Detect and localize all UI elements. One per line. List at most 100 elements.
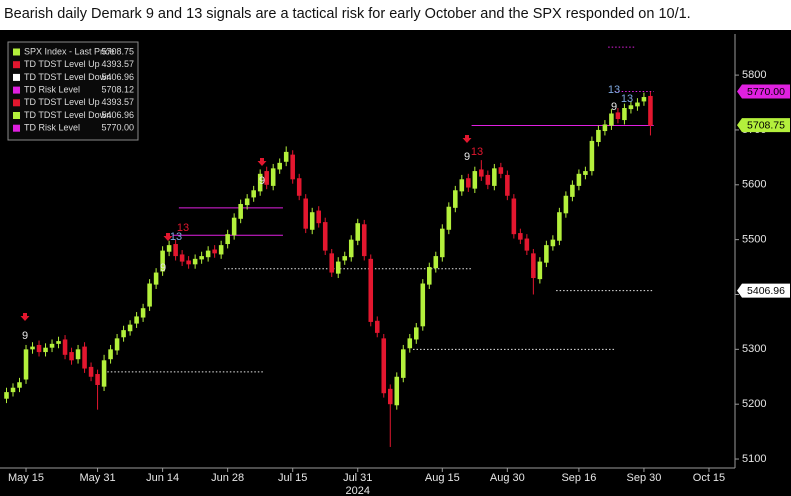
legend-swatch [13,112,20,119]
candle-body [218,245,224,255]
candle-body [153,272,159,285]
candle-body [43,347,48,353]
candle-body [290,154,295,180]
signal-arrow [257,158,267,166]
candle-body [361,224,367,257]
candle-body [238,203,243,219]
legend-name: TD Risk Level [24,123,80,133]
y-tick-label: 5100 [742,453,766,465]
candle-body [615,112,621,119]
candle-body [108,349,113,360]
legend-value: 5708.12 [101,84,134,94]
candle-body [49,343,55,348]
candle-body [75,349,81,360]
candle-body [628,105,634,110]
y-tick-label: 5600 [742,179,766,191]
candle-body [420,283,426,327]
candle-body [316,210,321,224]
candle-body [550,239,556,247]
candle-body [179,254,185,262]
candle-body [101,360,107,387]
legend-value: 4393.57 [101,59,134,69]
candle-body [30,346,35,350]
candle-body [589,140,595,172]
candle-body [140,308,146,318]
signal-count: 13 [621,93,633,105]
x-tick-label: Sep 30 [627,472,662,484]
price-tag-label: 5406.96 [747,285,785,297]
legend-swatch [13,86,20,94]
candle-body [414,327,419,340]
candle-body [244,198,250,206]
candle-body [576,173,582,186]
candle-body [446,206,452,230]
legend-name: TD TDST Level Down [24,110,111,120]
candle-body [270,168,276,186]
legend-box [7,41,139,141]
candle-body [251,190,256,198]
candle-body [635,102,640,107]
x-tick-label: Jun 28 [211,472,244,484]
candle-body [459,179,465,192]
legend-swatch [13,73,20,81]
candle-body [479,169,484,177]
candle-body [498,167,504,174]
candle-body [329,253,335,273]
signal-arrow [462,135,472,143]
candle-body [427,267,432,285]
candle-body [440,228,445,258]
candle-body [596,129,601,143]
legend-value: 4393.57 [101,97,134,107]
candle-body [231,217,237,236]
candle-body [322,222,328,251]
candle-body [225,234,230,245]
legend-value: 5708.75 [101,46,134,56]
legend-swatch [13,124,20,132]
legend-name: TD Risk Level [24,84,80,94]
candle-body [433,256,439,269]
y-tick-label: 5300 [742,343,766,355]
candle-body [531,253,536,279]
candle-body [160,250,165,272]
x-tick-label: May 31 [80,472,116,484]
candle-body [557,212,562,241]
candle-body [296,178,302,196]
candle-body [453,190,458,208]
chart-title: Bearish daily Demark 9 and 13 signals ar… [4,6,691,22]
candle-body [10,387,16,393]
candle-body [407,338,413,349]
legend-name: TD TDST Level Down [24,72,111,82]
candle-body [641,97,647,102]
candle-body [368,258,374,322]
signal-arrow [20,313,30,321]
signal-count: 13 [177,222,189,234]
candle-body [277,162,282,170]
x-tick-label: Oct 15 [693,472,725,484]
candle-body [348,239,354,258]
x-tick-label: Aug 30 [490,472,525,484]
candle-body [257,173,263,192]
signal-count: 9 [464,151,470,163]
signal-count: 13 [471,146,483,158]
candle-body [472,171,478,189]
candle-body [511,198,517,235]
legend-swatch [13,61,20,69]
candle-body [88,366,94,377]
candle-body [17,382,22,388]
x-tick-label: Sep 16 [561,472,596,484]
candle-body [82,346,87,369]
x-tick-label: Jul 15 [278,472,307,484]
candle-body [387,388,393,405]
candle-body [121,330,126,338]
legend-swatch [13,99,20,107]
candle-body [374,320,380,333]
candle-body [186,260,191,265]
x-tick-label: Jul 31 [343,472,372,484]
candle-body [303,198,308,229]
candle-body [309,212,315,230]
y-tick-label: 5500 [742,234,766,246]
legend-value: 5770.00 [101,123,134,133]
signal-count: 13 [170,231,182,243]
candle-body [173,244,178,257]
candle-body [95,374,100,385]
